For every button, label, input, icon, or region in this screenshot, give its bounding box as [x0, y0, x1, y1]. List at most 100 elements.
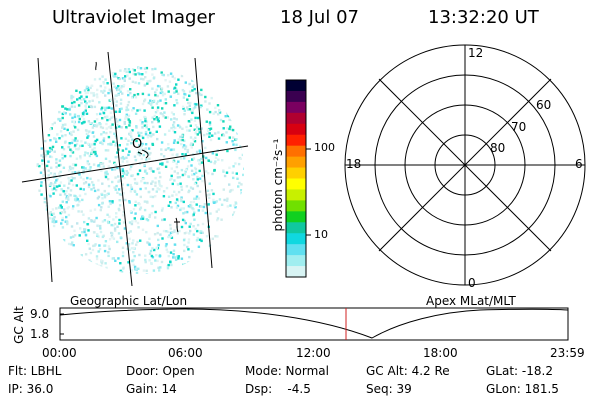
- uv-pixel: [104, 240, 108, 243]
- uv-pixel: [168, 129, 171, 132]
- geo-grid: [21, 51, 249, 287]
- uv-pixel: [125, 126, 128, 129]
- uv-pixel: [236, 177, 239, 180]
- uv-pixel: [96, 233, 99, 236]
- uv-pixel: [167, 74, 170, 77]
- uv-pixel: [211, 172, 214, 176]
- uv-pixel: [114, 144, 117, 147]
- uv-pixel: [195, 203, 198, 206]
- uv-pixel: [159, 266, 162, 269]
- uv-pixel: [111, 168, 114, 171]
- uv-pixel: [222, 120, 225, 123]
- uv-pixel: [72, 177, 75, 180]
- uv-pixel: [36, 164, 39, 167]
- timeline-x-tick: 18:00: [423, 346, 458, 360]
- uv-pixel: [184, 263, 187, 266]
- uv-pixel: [172, 249, 176, 252]
- uv-pixel: [201, 140, 204, 143]
- uv-pixel: [120, 85, 123, 88]
- uv-pixel: [127, 153, 130, 157]
- uv-pixel: [145, 231, 148, 234]
- uv-pixel: [170, 167, 173, 170]
- uv-pixel: [61, 112, 64, 116]
- uv-pixel: [49, 172, 53, 175]
- uv-pixel: [129, 130, 132, 133]
- uv-pixel: [164, 244, 168, 248]
- uv-pixel: [144, 119, 147, 123]
- uv-pixel: [162, 115, 165, 118]
- timeline-x-tick: 23:59: [550, 346, 585, 360]
- uv-pixel: [60, 188, 63, 191]
- colorbar-segment: [286, 189, 306, 201]
- uv-pixel: [190, 146, 193, 149]
- uv-pixel: [214, 156, 218, 159]
- uv-pixel: [48, 217, 52, 220]
- uv-pixel: [143, 84, 146, 87]
- uv-pixel: [99, 224, 102, 228]
- uv-pixel: [85, 95, 88, 99]
- uv-pixel: [170, 118, 173, 121]
- uv-pixel: [169, 227, 172, 230]
- uv-pixel: [182, 107, 185, 110]
- uv-pixel: [85, 85, 89, 88]
- uv-pixel: [169, 95, 172, 98]
- uv-pixel: [60, 211, 64, 214]
- uv-pixel: [43, 197, 47, 200]
- uv-pixel: [120, 126, 123, 129]
- uv-pixel: [47, 174, 50, 177]
- uv-pixel: [172, 256, 175, 259]
- colorbar-segment: [286, 266, 306, 278]
- uv-pixel: [121, 168, 124, 171]
- uv-pixel: [130, 142, 133, 145]
- uv-pixel: [131, 129, 134, 132]
- uv-pixel: [176, 255, 179, 258]
- uv-pixel: [81, 231, 84, 234]
- uv-pixel: [91, 248, 95, 252]
- uv-pixel: [190, 118, 193, 121]
- status-filter: Flt: LBHL: [8, 364, 62, 378]
- instrument-title: Ultraviolet Imager: [52, 7, 215, 28]
- uv-pixel: [193, 140, 197, 143]
- uv-pixel: [147, 134, 150, 137]
- uv-pixel: [156, 187, 159, 190]
- uv-pixel: [206, 128, 210, 132]
- uv-pixel: [158, 269, 161, 272]
- uv-pixel: [84, 104, 87, 108]
- uv-pixel: [180, 207, 183, 210]
- uv-pixel: [82, 98, 86, 101]
- uv-pixel: [107, 184, 111, 188]
- uv-pixel: [154, 176, 157, 180]
- uv-pixel: [225, 199, 229, 202]
- uv-pixel: [229, 125, 232, 128]
- uv-pixel: [215, 200, 218, 203]
- uv-pixel: [53, 221, 56, 224]
- uv-pixel: [111, 180, 114, 184]
- uv-pixel: [70, 225, 74, 228]
- uv-pixel: [114, 134, 118, 138]
- uv-pixel: [169, 235, 172, 238]
- uv-pixel: [205, 120, 208, 123]
- uv-pixel: [56, 133, 59, 136]
- uv-pixel: [108, 118, 112, 121]
- uv-pixel: [109, 98, 112, 101]
- uv-pixel: [87, 229, 90, 232]
- uv-pixel: [77, 210, 80, 213]
- uv-pixel: [132, 208, 136, 211]
- uv-pixel: [203, 203, 207, 206]
- uv-pixel: [232, 165, 235, 168]
- uv-pixel: [121, 149, 125, 152]
- uv-pixel: [125, 242, 128, 245]
- uv-pixel: [166, 250, 169, 254]
- uv-pixel: [175, 90, 178, 93]
- uv-pixel: [69, 113, 72, 116]
- uv-pixel: [195, 195, 199, 198]
- uv-pixel: [196, 184, 199, 188]
- uv-pixel: [81, 144, 84, 147]
- uv-pixel: [107, 245, 111, 248]
- uv-pixel: [152, 77, 156, 80]
- uv-pixel: [116, 191, 119, 194]
- uv-pixel: [48, 146, 52, 150]
- uv-pixel: [105, 193, 108, 197]
- uv-pixel: [82, 166, 85, 169]
- uv-pixel: [175, 198, 179, 201]
